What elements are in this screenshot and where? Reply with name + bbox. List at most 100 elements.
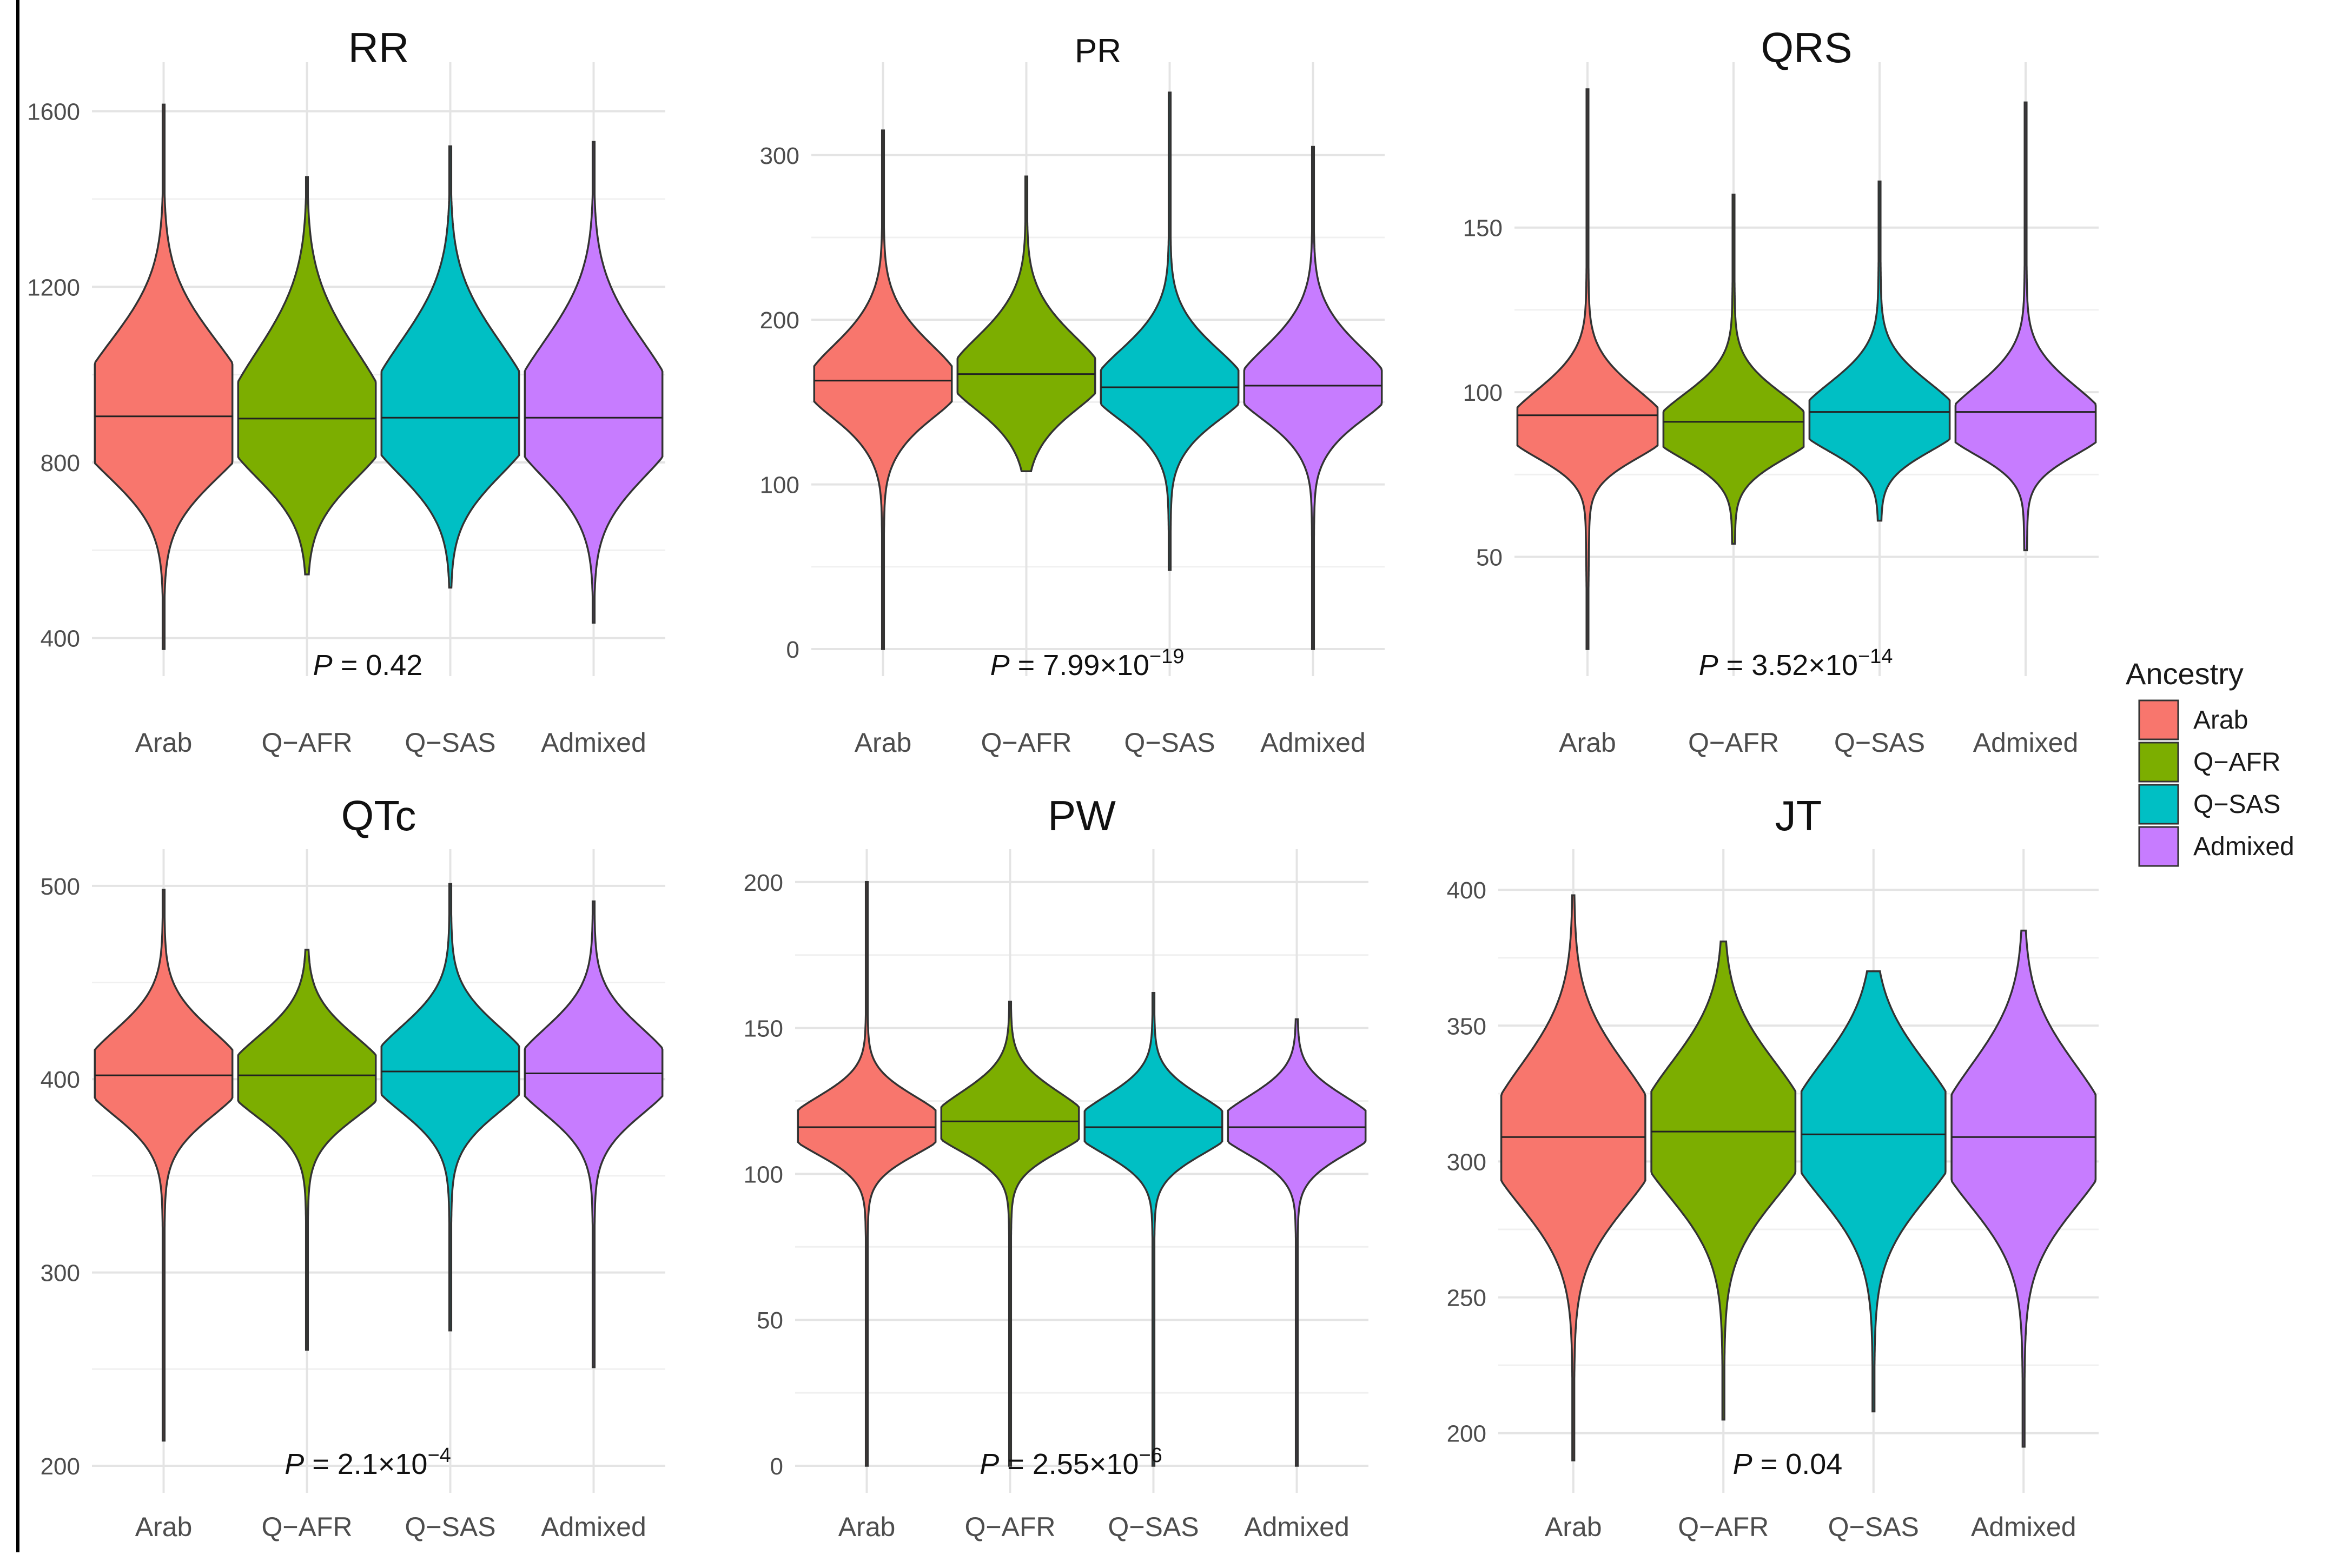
y-tick-label: 150 bbox=[744, 1016, 783, 1042]
p-symbol: P bbox=[313, 649, 333, 682]
p-value-text: = 0.04 bbox=[1752, 1448, 1843, 1480]
y-tick-label: 400 bbox=[1447, 877, 1486, 904]
violin-qsas bbox=[1800, 970, 1947, 1413]
p-value-label: P = 3.52×10−14 bbox=[1699, 645, 1893, 682]
y-tick-label: 300 bbox=[760, 143, 799, 169]
p-value-label: P = 0.04 bbox=[1733, 1448, 1843, 1480]
panel-rr: 400 800 1200 1600 RR Arab Q−AFR Q−SAS Admixed P =… bbox=[27, 24, 665, 758]
y-tick-label: 200 bbox=[1447, 1421, 1486, 1447]
violin-qsas bbox=[380, 145, 520, 589]
x-tick-label: Arab bbox=[1559, 727, 1616, 758]
violin-admixed bbox=[1950, 929, 2097, 1448]
violin-admixed bbox=[1227, 1018, 1367, 1467]
violin-qafr bbox=[237, 949, 377, 1351]
legend-swatch bbox=[2138, 742, 2179, 783]
x-tick-label: Admixed bbox=[1244, 1512, 1350, 1542]
violin-admixed bbox=[1954, 101, 2097, 552]
y-tick-label: 400 bbox=[41, 626, 80, 652]
p-value-text: = 2.1×10 bbox=[304, 1448, 427, 1480]
y-tick-label: 350 bbox=[1447, 1013, 1486, 1040]
x-tick-label: Q−AFR bbox=[1678, 1512, 1769, 1542]
p-symbol: P bbox=[1699, 649, 1718, 682]
x-tick-label: Q−AFR bbox=[1688, 727, 1779, 758]
violin-admixed bbox=[524, 900, 664, 1368]
legend-swatch bbox=[2138, 784, 2179, 825]
panel-title: QTc bbox=[341, 792, 416, 839]
violin-qafr bbox=[956, 175, 1096, 472]
y-tick-label: 1200 bbox=[27, 274, 80, 301]
y-tick-label: 200 bbox=[744, 870, 783, 896]
x-tick-label: Admixed bbox=[541, 727, 646, 758]
panel-jt: 200 250 300 350 400 JT Arab Q−AFR Q−SAS Admixed P … bbox=[1447, 792, 2099, 1542]
violin-qsas bbox=[1083, 992, 1223, 1467]
p-value-label: P = 2.55×10−6 bbox=[980, 1444, 1162, 1480]
legend-label: Arab bbox=[2193, 706, 2248, 735]
p-symbol: P bbox=[285, 1448, 304, 1480]
violin-qafr bbox=[1650, 940, 1797, 1421]
panel-title: QRS bbox=[1761, 24, 1852, 71]
x-tick-label: Q−AFR bbox=[261, 1512, 352, 1542]
y-tick-label: 500 bbox=[41, 874, 80, 900]
legend-label: Admixed bbox=[2193, 832, 2294, 861]
x-tick-label: Q−SAS bbox=[1124, 727, 1215, 758]
p-value-label: P = 0.42 bbox=[313, 649, 423, 682]
y-tick-label: 0 bbox=[786, 637, 799, 663]
p-value-exponent: −4 bbox=[427, 1444, 451, 1467]
left-border-line bbox=[16, 0, 19, 1552]
p-value-label: P = 7.99×10−19 bbox=[990, 645, 1185, 682]
panel-pw: 0 50 100 150 200 PW Arab Q−AFR Q−SAS Admixed P = 2… bbox=[744, 792, 1368, 1542]
x-tick-label: Q−SAS bbox=[1834, 727, 1925, 758]
violin-arab bbox=[797, 881, 937, 1467]
violin-qsas bbox=[1808, 180, 1951, 522]
y-tick-label: 300 bbox=[1447, 1149, 1486, 1175]
x-tick-label: Admixed bbox=[541, 1512, 646, 1542]
violin-qsas bbox=[380, 883, 520, 1332]
y-tick-label: 100 bbox=[1463, 380, 1503, 406]
y-tick-label: 0 bbox=[770, 1453, 783, 1480]
violin-admixed bbox=[524, 141, 664, 624]
x-tick-label: Q−AFR bbox=[964, 1512, 1055, 1542]
x-tick-label: Arab bbox=[1545, 1512, 1602, 1542]
legend-title: Ancestry bbox=[2126, 657, 2244, 691]
violin-qafr bbox=[940, 1001, 1080, 1467]
x-tick-label: Q−SAS bbox=[1108, 1512, 1199, 1542]
y-tick-label: 250 bbox=[1447, 1285, 1486, 1312]
y-tick-label: 200 bbox=[41, 1453, 80, 1480]
p-value-exponent: −14 bbox=[1858, 645, 1893, 668]
violin-qafr bbox=[237, 176, 377, 575]
p-value-exponent: −19 bbox=[1149, 645, 1184, 668]
panel-qrs: 50 100 150 QRS Arab Q−AFR Q−SAS Admixed P = 3.52… bbox=[1463, 24, 2099, 758]
panel-title: PW bbox=[1048, 792, 1116, 839]
p-symbol: P bbox=[1733, 1448, 1752, 1480]
x-tick-label: Q−AFR bbox=[261, 727, 352, 758]
y-tick-label: 150 bbox=[1463, 215, 1503, 242]
y-tick-label: 300 bbox=[41, 1260, 80, 1287]
y-tick-label: 200 bbox=[760, 307, 799, 334]
p-symbol: P bbox=[990, 649, 1010, 682]
p-symbol: P bbox=[980, 1448, 999, 1480]
p-value-text: = 3.52×10 bbox=[1718, 649, 1858, 682]
legend-swatch bbox=[2138, 699, 2179, 740]
y-tick-label: 100 bbox=[760, 472, 799, 499]
violin-arab bbox=[94, 103, 234, 650]
violin-arab bbox=[813, 129, 953, 650]
x-tick-label: Arab bbox=[135, 1512, 193, 1542]
legend-swatch bbox=[2138, 826, 2179, 867]
p-value-label: P = 2.1×10−4 bbox=[285, 1444, 451, 1480]
x-tick-label: Q−SAS bbox=[1828, 1512, 1919, 1542]
legend-label: Q−SAS bbox=[2193, 790, 2280, 819]
panel-title: RR bbox=[348, 24, 409, 71]
x-tick-label: Q−SAS bbox=[405, 1512, 495, 1542]
x-tick-label: Arab bbox=[135, 727, 193, 758]
y-tick-label: 50 bbox=[1476, 545, 1503, 571]
x-tick-label: Arab bbox=[855, 727, 912, 758]
panel-title: JT bbox=[1775, 792, 1822, 839]
x-tick-label: Q−SAS bbox=[405, 727, 495, 758]
violin-qafr bbox=[1662, 194, 1805, 545]
violin-admixed bbox=[1243, 145, 1383, 650]
panels-group: 400 800 1200 1600 RR Arab Q−AFR Q−SAS Admixed P =… bbox=[27, 24, 2099, 1542]
violin-arab bbox=[94, 889, 234, 1442]
legend-label: Q−AFR bbox=[2193, 748, 2280, 777]
p-value-text: = 0.42 bbox=[333, 649, 423, 682]
